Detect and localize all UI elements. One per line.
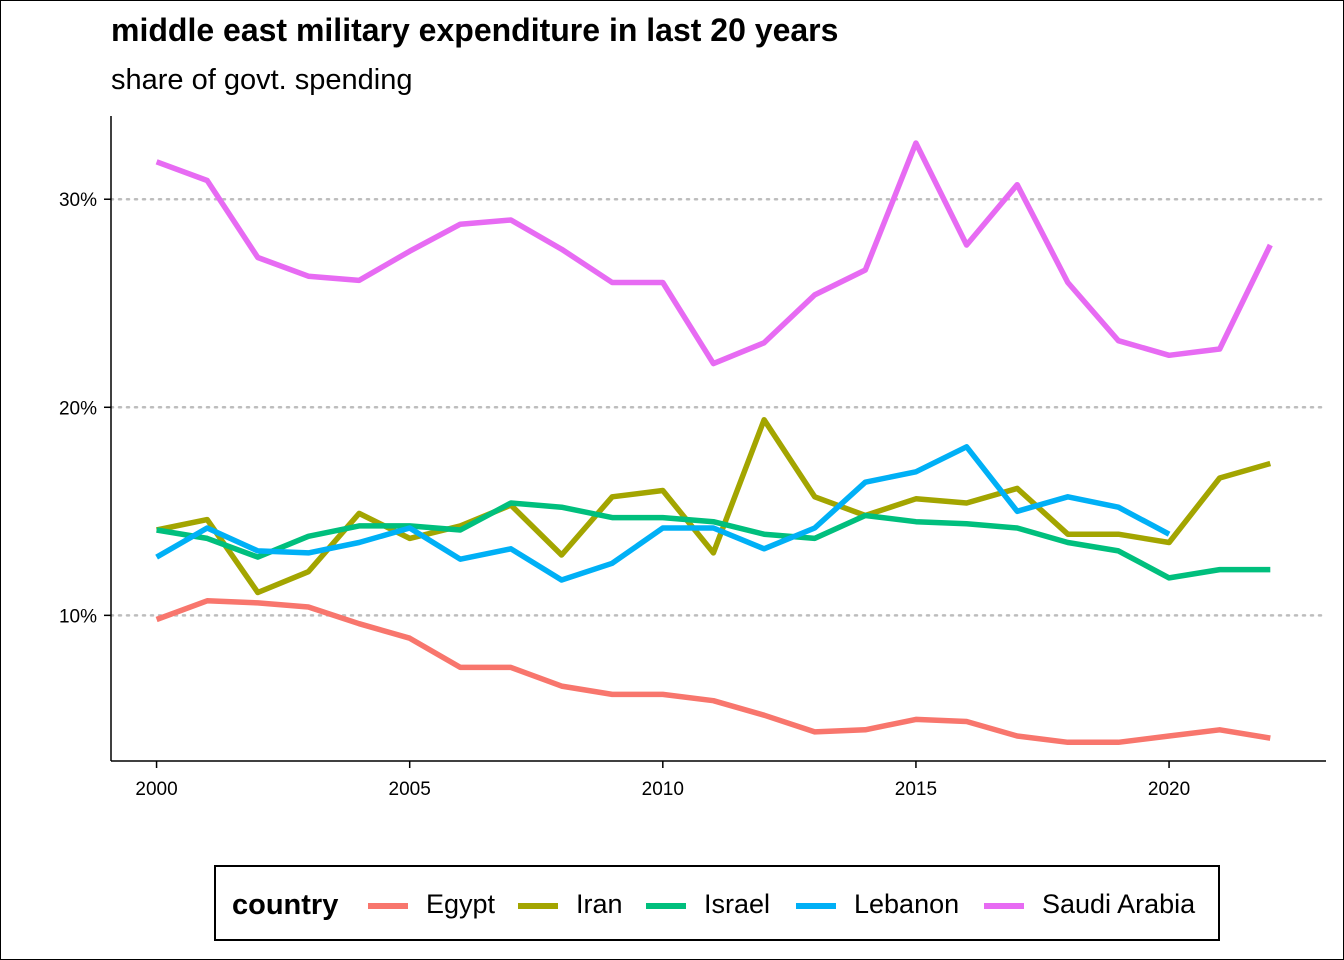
series-line-egypt (155, 598, 1271, 746)
line-chart: 10% 20% 30% 2000 2005 2010 2015 2020 (59, 116, 1328, 800)
legend-label-lebanon: Lebanon (854, 889, 960, 919)
legend-key-iran (518, 903, 558, 909)
legend-key-lebanon (796, 903, 836, 909)
legend-key-israel (646, 903, 686, 909)
legend: country Egypt Iran Israel Lebanon Saudi … (214, 865, 1220, 941)
axes: 10% 20% 30% 2000 2005 2010 2015 2020 (59, 116, 1326, 800)
gridlines (109, 197, 1328, 617)
legend-key-saudi-arabia (984, 903, 1024, 909)
series-line-saudi-arabia (155, 140, 1273, 367)
legend-label-egypt: Egypt (426, 889, 496, 919)
y-tick-label-20: 20% (59, 398, 97, 419)
legend-label-israel: Israel (704, 889, 771, 919)
x-tick-label-2005: 2005 (389, 779, 431, 800)
y-tick-label-10: 10% (59, 606, 97, 627)
x-tick-label-2010: 2010 (642, 779, 684, 800)
legend-key-egypt (368, 903, 408, 909)
series-lines (155, 140, 1273, 746)
chart-title: middle east military expenditure in last… (111, 12, 839, 48)
legend-label-iran: Iran (576, 889, 623, 919)
x-tick-label-2015: 2015 (895, 779, 937, 800)
legend-title: country (232, 889, 339, 921)
series-line-lebanon (155, 444, 1171, 583)
legend-label-saudi-arabia: Saudi Arabia (1042, 889, 1196, 919)
x-tick-label-2000: 2000 (135, 779, 177, 800)
chart-subtitle: share of govt. spending (111, 64, 413, 96)
x-tick-label-2020: 2020 (1148, 779, 1190, 800)
y-tick-label-30: 30% (59, 190, 97, 211)
series-line-iran (156, 417, 1272, 596)
series-line-israel (156, 500, 1271, 581)
